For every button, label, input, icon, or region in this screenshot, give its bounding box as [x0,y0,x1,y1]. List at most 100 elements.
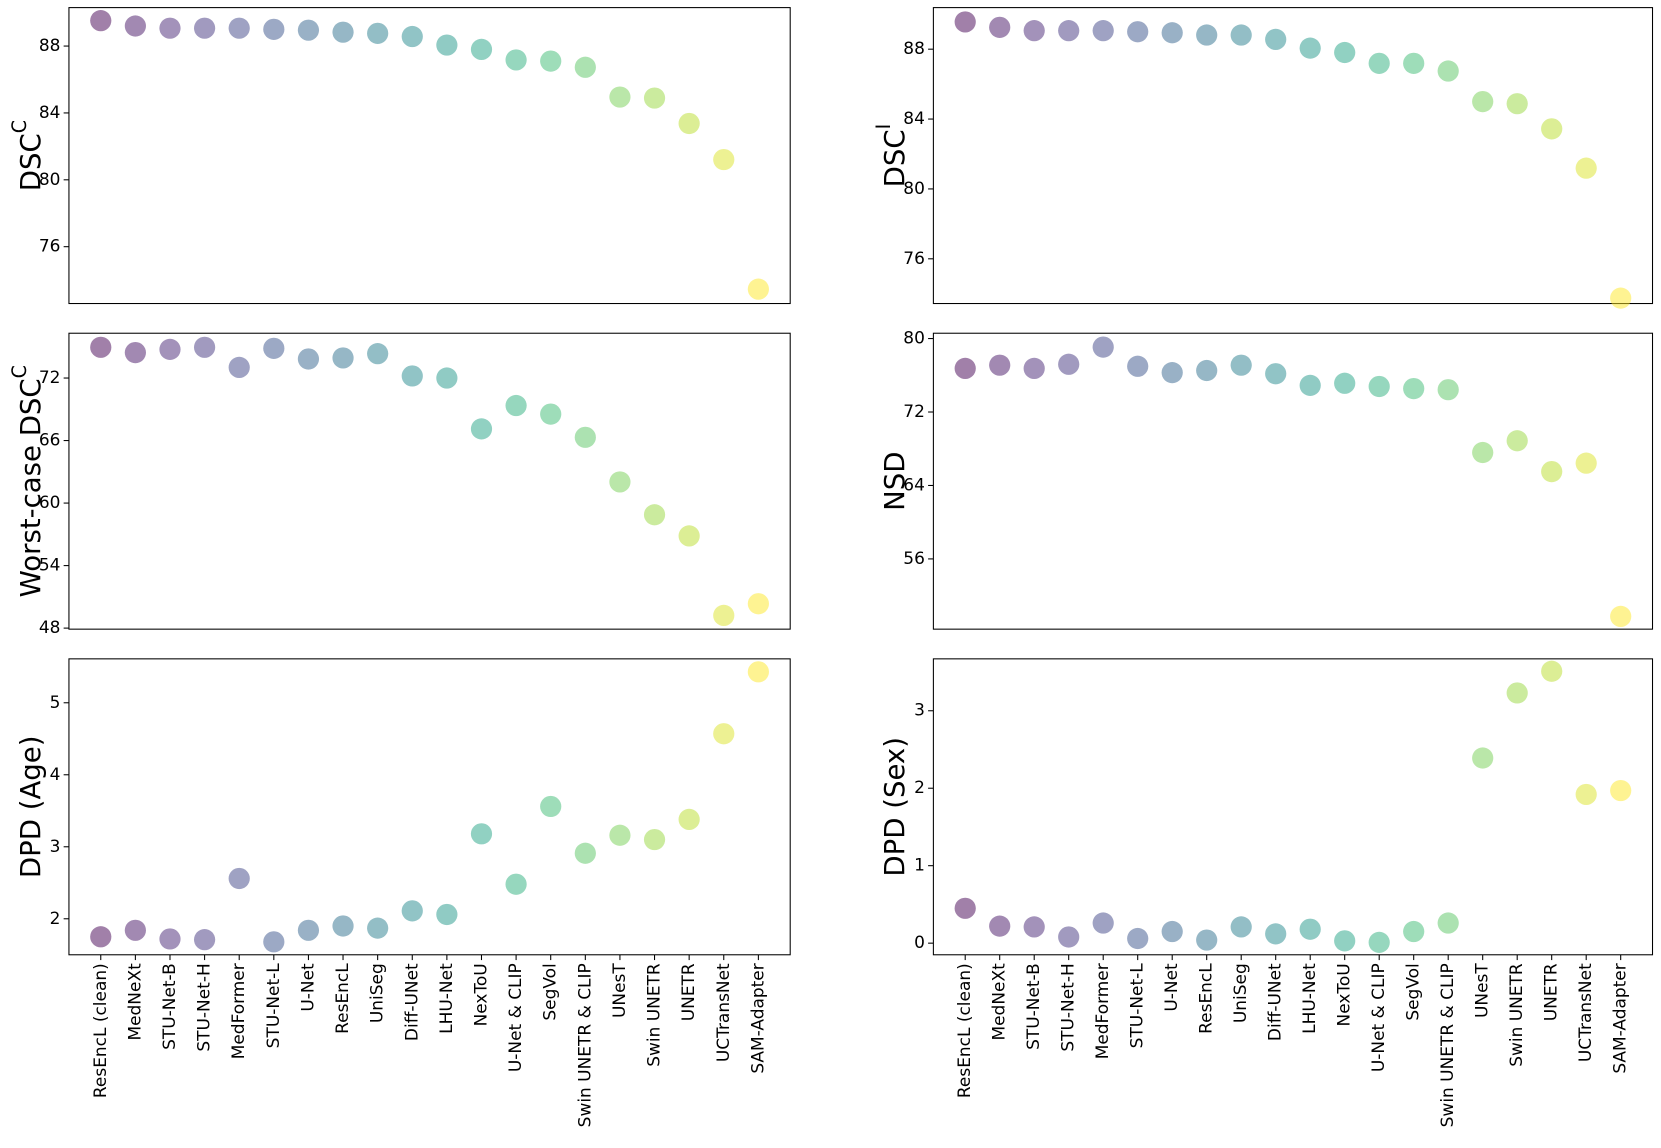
point [297,919,320,941]
x-tick-label: SAM-Adapter [748,963,768,1073]
y-axis-label-text: DPD (Sex) [878,737,911,877]
x-tick-label: UniSeg [1231,963,1251,1023]
y-tick-label: 3 [50,837,61,857]
point [367,343,389,365]
y-axis-label-text: DSC [14,133,47,191]
point [1403,52,1425,74]
point [1403,377,1425,400]
x-tick-label: UNesT [610,963,630,1018]
point [574,842,596,864]
axes-frame [68,332,791,630]
axes-frame [932,7,1654,305]
x-tick-label: ResEncL [333,963,353,1034]
point [367,917,389,939]
point [954,11,976,33]
x-tick-label: Swin UNETR [645,963,665,1067]
point [954,357,976,380]
point [1058,926,1080,948]
x-tick-label: U-Net & CLIP [1369,963,1389,1072]
point [332,21,354,43]
point [747,661,769,683]
point [1265,363,1287,385]
point [332,915,354,937]
y-tick-label: 56 [903,549,925,569]
point [1541,660,1563,682]
point [1196,359,1218,382]
y-tick-label: 2 [914,778,925,798]
point [1506,93,1528,115]
y-tick-label: 76 [903,249,925,269]
point [505,394,527,417]
point [1334,41,1356,64]
y-axis-label-superscript: I [872,124,895,130]
x-tick-label: SAM-Adapter [1611,963,1631,1073]
point [609,824,631,846]
x-tick-label: STU-Net-B [160,963,180,1050]
point [263,931,285,953]
point [1299,374,1321,396]
point [1196,24,1218,46]
point [1368,375,1390,398]
y-tick-label: 64 [903,475,925,495]
point [1610,779,1632,802]
point [609,86,631,108]
point [90,336,112,358]
point [1092,20,1114,42]
y-tick-label: 88 [903,39,925,59]
point [90,10,112,32]
point [401,365,423,387]
x-tick-label: U-Net [298,963,318,1012]
x-tick-label: MedNeXt [990,963,1010,1041]
point [1334,930,1356,952]
point [505,873,527,895]
point [989,354,1011,376]
point [228,17,250,39]
point [989,915,1011,937]
point [1575,157,1597,179]
point [1127,21,1149,43]
y-axis-label-text: NSD [878,452,911,511]
point [1541,460,1563,483]
point [1265,923,1287,945]
point [1299,918,1321,940]
x-tick-label: UCTransNet [1576,963,1596,1062]
point [297,19,320,41]
y-tick-label: 5 [50,693,61,713]
point [713,148,735,171]
axes-frame [932,332,1654,630]
point [1368,52,1390,74]
point [436,367,458,389]
point [540,403,562,425]
point [1403,920,1425,943]
point [574,56,596,78]
x-tick-label: MedFormer [1093,963,1113,1059]
point [263,18,285,40]
x-tick-label: STU-Net-H [1059,963,1079,1051]
y-tick-label: 72 [903,402,925,422]
point [1610,605,1632,627]
y-tick-label: 84 [903,109,925,129]
point [1161,920,1183,943]
point [1610,287,1632,309]
point [1472,747,1494,769]
point [436,903,458,926]
point [124,15,146,37]
point [159,17,181,39]
point [228,356,250,379]
y-tick-label: 88 [39,36,61,56]
y-axis-label-superscript: C [8,120,31,133]
axes-frame [932,658,1654,956]
x-tick-label: STU-Net-L [1128,963,1148,1049]
x-tick-label: MedNeXt [125,963,145,1041]
point [1127,927,1149,950]
x-tick-label: SegVol [541,963,561,1020]
x-tick-label: Swin UNETR [1507,963,1527,1067]
x-tick-label: UniSeg [368,963,388,1023]
point [332,347,354,369]
point [1023,20,1045,42]
point [1368,931,1390,953]
point [505,49,527,71]
y-axis-label: NSD [878,452,911,511]
y-tick-label: 0 [914,933,925,953]
